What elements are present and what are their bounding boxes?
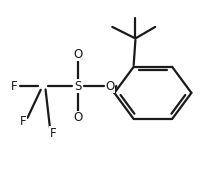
Text: S: S <box>74 79 82 93</box>
Text: O: O <box>73 111 83 124</box>
Text: F: F <box>50 127 56 140</box>
Text: F: F <box>20 115 26 128</box>
Text: O: O <box>105 79 115 93</box>
Text: O: O <box>73 48 83 61</box>
Text: F: F <box>11 79 18 93</box>
